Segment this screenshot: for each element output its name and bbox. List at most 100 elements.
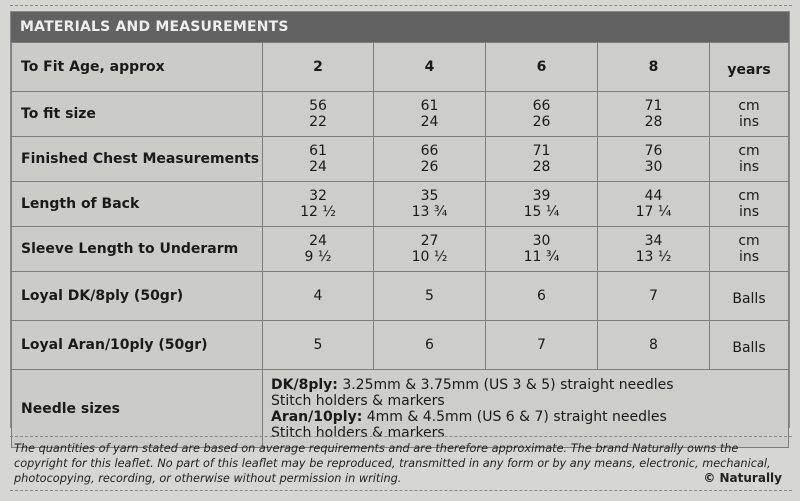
value-line: 5: [313, 337, 323, 353]
needle-text: 3.25mm & 3.75mm (US 3 & 5) straight need…: [337, 376, 674, 393]
unit-line: Balls: [732, 291, 766, 307]
size-value: 61 24: [373, 91, 486, 137]
value-line: 10 ½: [411, 249, 448, 265]
value-line: 13 ¾: [411, 204, 448, 220]
value-line: 30: [532, 233, 551, 249]
value-line: 4: [313, 288, 323, 304]
value-line: 44: [644, 188, 663, 204]
value-line: 12 ½: [300, 204, 336, 220]
value-line: 6: [425, 337, 434, 353]
row-label: Finished Chest Measurements: [11, 136, 263, 182]
age-label: To Fit Age, approx: [11, 42, 263, 92]
row-label: Sleeve Length to Underarm: [11, 226, 263, 272]
dashed-divider-middle: [10, 436, 792, 437]
row-label: Loyal Aran/10ply (50gr): [11, 320, 263, 370]
table-row: Finished Chest Measurements 61 24 66 26 71 28 7…: [11, 136, 789, 182]
size-value: 61 24: [262, 136, 374, 182]
size-value: 6: [373, 320, 486, 370]
age-unit: years: [709, 42, 789, 92]
value-line: 11 ¾: [523, 249, 560, 265]
size-value: 8: [597, 320, 710, 370]
copyright-notice: © Naturally: [703, 471, 782, 485]
value-line: 24: [309, 159, 327, 175]
value-line: 56: [309, 98, 327, 114]
measurements-table: To Fit Age, approx 2 4 6 8 years To fit …: [11, 42, 789, 448]
value-line: 39: [532, 188, 551, 204]
value-line: 13 ½: [635, 249, 672, 265]
size-value: 44 17 ¼: [597, 181, 710, 227]
value-line: 76: [644, 143, 663, 159]
row-label: To fit size: [11, 91, 263, 137]
unit-cell: cm ins: [709, 136, 789, 182]
value-line: 66: [532, 98, 551, 114]
needle-line: DK/8ply: 3.25mm & 3.75mm (US 3 & 5) stra…: [271, 377, 788, 393]
table-row: Loyal DK/8ply (50gr) 4 5 6 7 Balls: [11, 271, 789, 321]
size-value: 35 13 ¾: [373, 181, 486, 227]
table-row: Sleeve Length to Underarm 24 9 ½ 27 10 ½ 30 11…: [11, 226, 789, 272]
size-value: 24 9 ½: [262, 226, 374, 272]
age-value: 6: [485, 42, 598, 92]
needle-line: Stitch holders & markers: [271, 425, 788, 441]
size-value: 76 30: [597, 136, 710, 182]
needle-line: Aran/10ply: 4mm & 4.5mm (US 6 & 7) strai…: [271, 409, 788, 425]
value-line: 9 ½: [304, 249, 332, 265]
needle-row: Needle sizes DK/8ply: 3.25mm & 3.75mm (US…: [11, 369, 789, 448]
unit-line: ins: [738, 159, 760, 175]
disclaimer-text: The quantities of yarn stated are based …: [14, 442, 771, 485]
size-value: 32 12 ½: [262, 181, 374, 227]
size-value: 5: [262, 320, 374, 370]
value-line: 24: [309, 233, 327, 249]
needle-text: 4mm & 4.5mm (US 6 & 7) straight needles: [362, 408, 667, 425]
needle-line: Stitch holders & markers: [271, 393, 788, 409]
value-line: 24: [420, 114, 439, 130]
unit-line: ins: [738, 249, 760, 265]
value-line: 5: [425, 288, 434, 304]
value-line: 61: [309, 143, 327, 159]
size-value: 66 26: [373, 136, 486, 182]
age-value: 2: [262, 42, 374, 92]
size-value: 39 15 ¼: [485, 181, 598, 227]
value-line: 26: [420, 159, 439, 175]
table-row: To fit size 56 22 61 24 66 26 71 28 cm ins: [11, 91, 789, 137]
value-line: 22: [309, 114, 327, 130]
table-row: Loyal Aran/10ply (50gr) 5 6 7 8 Balls: [11, 320, 789, 370]
needle-label: Needle sizes: [11, 369, 263, 448]
value-line: 71: [532, 143, 551, 159]
size-value: 71 28: [597, 91, 710, 137]
age-value: 4: [373, 42, 486, 92]
materials-table-panel: MATERIALS AND MEASUREMENTS To Fit Age, a…: [10, 11, 790, 448]
size-value: 7: [597, 271, 710, 321]
value-line: 66: [420, 143, 439, 159]
row-label: Length of Back: [11, 181, 263, 227]
needle-details: DK/8ply: 3.25mm & 3.75mm (US 3 & 5) stra…: [262, 369, 789, 448]
value-line: 71: [644, 98, 663, 114]
size-value: 30 11 ¾: [485, 226, 598, 272]
value-line: 15 ¼: [523, 204, 560, 220]
value-line: 28: [644, 114, 663, 130]
age-value: 8: [597, 42, 710, 92]
value-line: 17 ¼: [635, 204, 672, 220]
needle-text: Stitch holders & markers: [271, 392, 445, 409]
size-value: 56 22: [262, 91, 374, 137]
section-title: MATERIALS AND MEASUREMENTS: [11, 12, 789, 42]
value-line: 8: [649, 337, 658, 353]
unit-line: cm: [738, 98, 760, 114]
row-label: Loyal DK/8ply (50gr): [11, 271, 263, 321]
table-row: Length of Back 32 12 ½ 35 13 ¾ 39 15 ¼ 44 17 ¼ cm…: [11, 181, 789, 227]
unit-cell: cm ins: [709, 91, 789, 137]
size-value: 34 13 ½: [597, 226, 710, 272]
size-value: 6: [485, 271, 598, 321]
needle-yarn: Aran/10ply:: [271, 408, 363, 425]
unit-cell: cm ins: [709, 226, 789, 272]
value-line: 27: [420, 233, 439, 249]
size-value: 71 28: [485, 136, 598, 182]
unit-cell: Balls: [709, 271, 789, 321]
unit-line: cm: [738, 143, 760, 159]
value-line: 35: [420, 188, 439, 204]
unit-line: ins: [738, 114, 760, 130]
value-line: 30: [644, 159, 663, 175]
value-line: 61: [420, 98, 439, 114]
dashed-divider-bottom: [10, 490, 792, 491]
unit-line: Balls: [732, 340, 766, 356]
value-line: 28: [532, 159, 551, 175]
